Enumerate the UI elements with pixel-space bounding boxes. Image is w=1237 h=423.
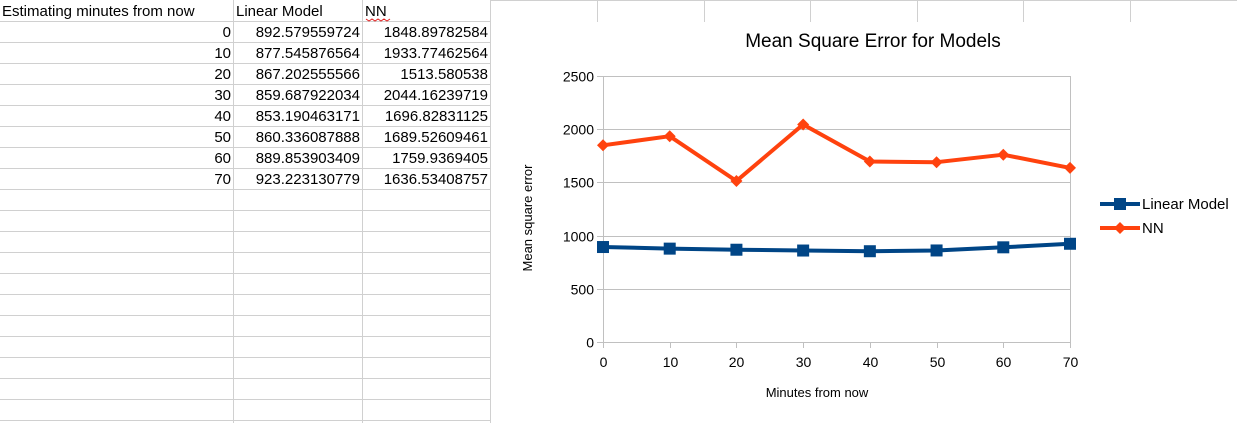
table-cell[interactable]: 60 <box>214 150 231 167</box>
table-cell[interactable]: 867.202555566 <box>256 66 360 83</box>
chart-background <box>500 22 1237 423</box>
data-point-nn <box>997 148 1010 161</box>
table-cell[interactable]: 1636.53408757 <box>384 171 488 188</box>
data-point-nn <box>597 139 609 152</box>
y-tick-label: 500 <box>571 282 595 298</box>
table-cell[interactable]: 860.336087888 <box>256 129 360 146</box>
table-cell[interactable]: 0 <box>223 24 231 41</box>
table-cell[interactable]: 877.545876564 <box>256 45 360 62</box>
data-point-linear-model <box>997 241 1010 254</box>
line-chart[interactable]: Mean Square Error for Models 0 10 20 30 40 50… <box>500 22 1237 423</box>
table-cell[interactable]: 20 <box>214 66 231 83</box>
y-axis-ticks: 0 500 1000 1500 2000 2500 <box>563 69 603 351</box>
table-cell[interactable]: 859.687922034 <box>256 87 360 104</box>
x-axis-title: Minutes from now <box>766 385 869 400</box>
x-axis-ticks: 0 10 20 30 40 50 60 70 <box>600 76 1079 370</box>
data-point-linear-model <box>863 245 876 258</box>
table-cell[interactable]: 853.190463171 <box>256 108 360 125</box>
data-point-nn <box>1064 161 1076 174</box>
data-point-linear-model <box>930 244 943 257</box>
data-point-linear-model <box>730 243 743 256</box>
table-cell[interactable]: 1689.52609461 <box>384 129 488 146</box>
table-cell[interactable]: 892.579559724 <box>256 24 360 41</box>
x-tick-label: 0 <box>600 354 608 370</box>
data-point-nn <box>730 174 743 187</box>
spellcheck-underline <box>365 18 391 22</box>
legend-label-nn: NN <box>1142 220 1164 237</box>
legend-marker-linear-model <box>1114 198 1126 210</box>
y-tick-label: 1000 <box>563 229 594 245</box>
data-point-nn <box>930 156 943 169</box>
table-header-cell[interactable]: Linear Model <box>236 3 323 20</box>
x-tick-label: 20 <box>729 354 745 370</box>
table-cell[interactable]: 923.223130779 <box>256 171 360 188</box>
chart-title: Mean Square Error for Models <box>745 31 1001 52</box>
data-point-linear-model <box>663 242 676 255</box>
table-cell[interactable]: 70 <box>214 171 231 188</box>
table-cell[interactable]: 1933.77462564 <box>384 45 488 62</box>
table-cell[interactable]: 40 <box>214 108 231 125</box>
table-cell[interactable]: 1513.580538 <box>400 66 488 83</box>
y-tick-label: 2000 <box>563 122 594 138</box>
series-nn <box>597 118 1076 187</box>
table-cell[interactable]: 30 <box>214 87 231 104</box>
data-point-linear-model <box>1064 237 1076 250</box>
legend-label-linear-model: Linear Model <box>1142 196 1229 213</box>
x-tick-label: 40 <box>863 354 879 370</box>
series-line-nn <box>602 122 1071 183</box>
legend-marker-nn <box>1114 222 1126 234</box>
x-tick-label: 60 <box>996 354 1012 370</box>
data-table: Estimating minutes from now Linear Model N… <box>2 3 488 188</box>
data-point-linear-model <box>797 244 810 257</box>
table-header-cell[interactable]: NN <box>365 3 387 20</box>
table-cell[interactable]: 1696.82831125 <box>385 108 488 125</box>
data-point-nn <box>663 130 676 143</box>
data-point-nn <box>797 118 810 131</box>
y-gridlines <box>603 76 1070 343</box>
table-cell[interactable]: 2044.16239719 <box>384 87 488 104</box>
x-tick-label: 30 <box>796 354 812 370</box>
series-line-linear-model <box>602 241 1071 254</box>
y-tick-label: 2500 <box>563 69 594 85</box>
table-cell[interactable]: 50 <box>214 129 231 146</box>
chart-legend: Linear Model NN <box>1100 196 1229 237</box>
x-tick-label: 50 <box>930 354 946 370</box>
x-tick-label: 10 <box>663 354 679 370</box>
table-cell[interactable]: 1759.9369405 <box>392 150 488 167</box>
y-tick-label: 1500 <box>563 175 594 191</box>
data-point-linear-model <box>597 241 609 254</box>
y-axis-title: Mean square error <box>520 164 535 272</box>
table-cell[interactable]: 1848.89782584 <box>384 24 488 41</box>
table-cell[interactable]: 10 <box>214 45 231 62</box>
series-linear-model <box>597 237 1076 258</box>
data-point-nn <box>863 155 876 168</box>
chart-series <box>597 118 1076 258</box>
table-header-cell[interactable]: Estimating minutes from now <box>2 3 195 20</box>
y-tick-label: 0 <box>586 335 594 351</box>
x-tick-label: 70 <box>1063 354 1079 370</box>
table-cell[interactable]: 889.853903409 <box>256 150 360 167</box>
